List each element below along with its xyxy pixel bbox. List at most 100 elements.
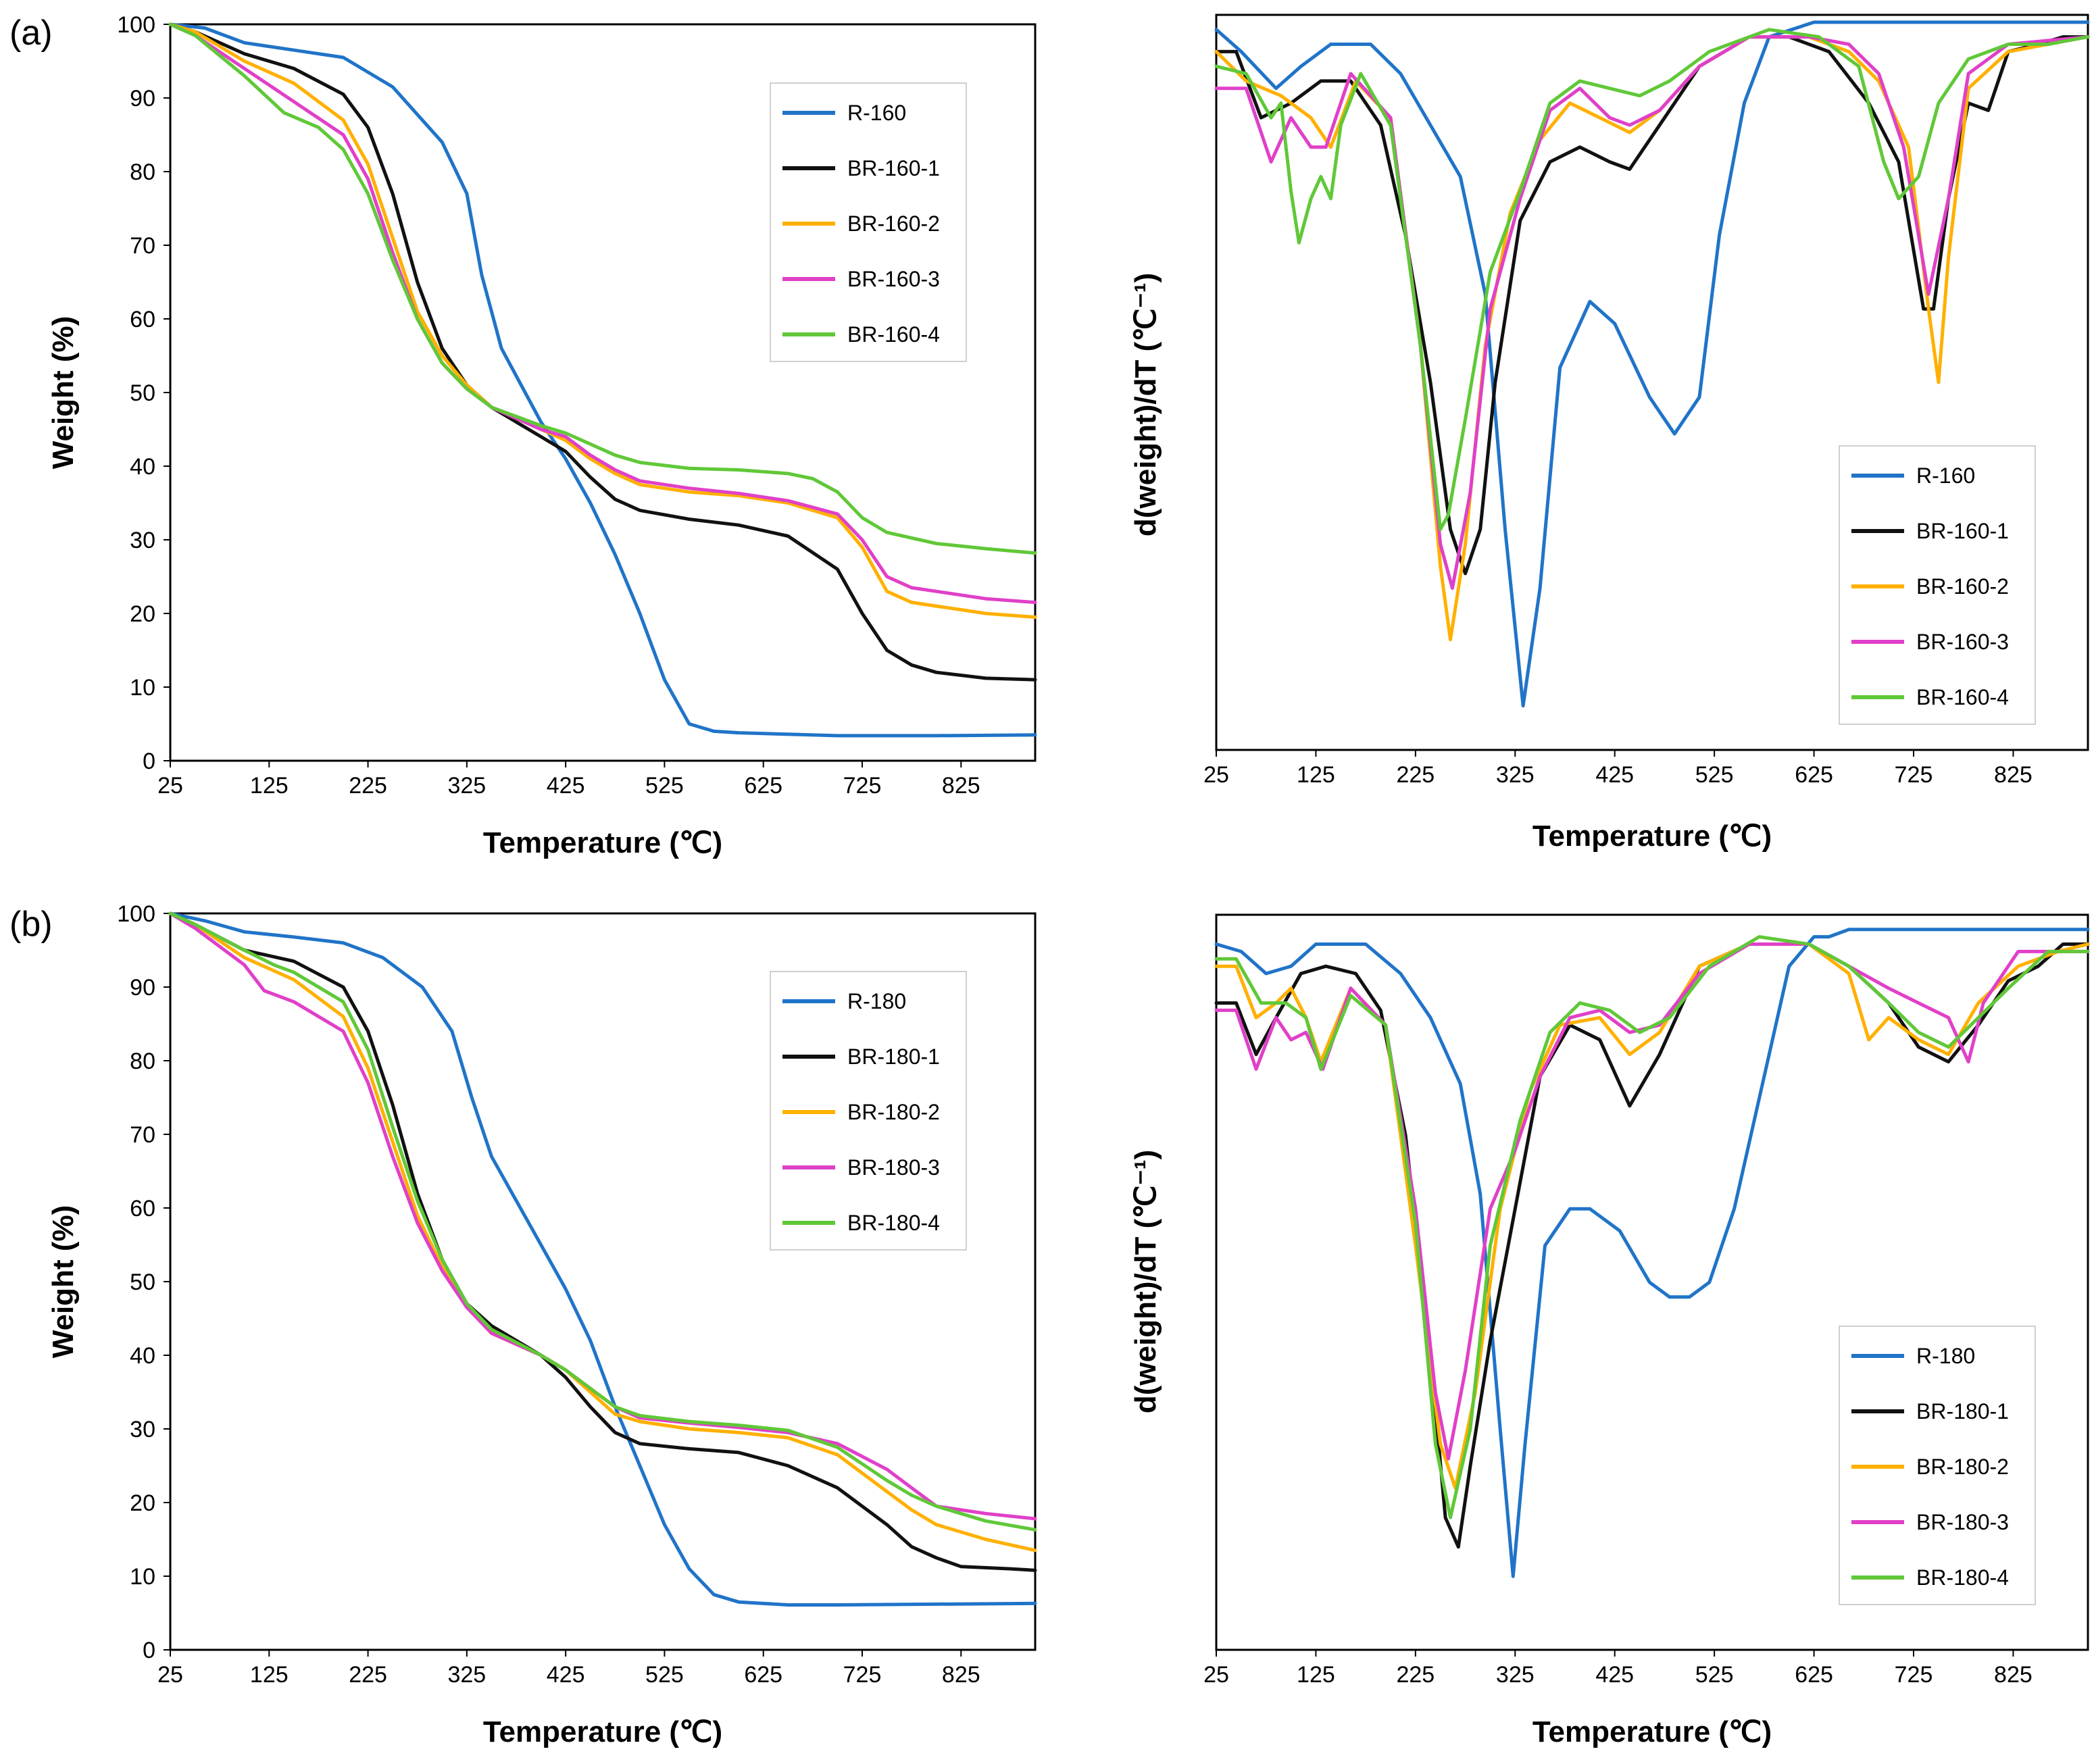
x-tick-label: 125 — [250, 773, 289, 799]
x-tick-label: 25 — [157, 1662, 183, 1688]
x-tick-label: 425 — [1595, 762, 1634, 788]
x-tick-label: 625 — [744, 773, 782, 799]
x-tick-label: 125 — [1297, 1662, 1335, 1688]
x-tick-label: 825 — [942, 1662, 980, 1688]
panel-label-a: (a) — [9, 14, 53, 53]
tg-chart-180: 25 125 225 325 425 525 625 725 825 0 10 20 30 40 50 60 7… — [47, 901, 1037, 1748]
y-tick-label: 90 — [130, 86, 155, 111]
y-tick-label: 100 — [117, 12, 155, 38]
tg-chart-160: 25 125 225 325 425 525 625 725 825 0 10 20 30 40 50 60 7… — [47, 12, 1037, 859]
series-line-r-180 — [168, 911, 1037, 1607]
legend-label: BR-180-4 — [1916, 1565, 2009, 1590]
y-tick-label: 80 — [130, 1049, 155, 1074]
series-line-br-160-2 — [168, 22, 1037, 619]
legend-label: BR-180-1 — [847, 1044, 940, 1069]
x-tick-label: 625 — [1795, 762, 1833, 788]
legend-label: BR-160-3 — [1916, 630, 2009, 654]
y-tick-label: 10 — [130, 1564, 155, 1590]
y-axis-title: d(weight)/dT (℃⁻¹) — [1129, 1150, 1162, 1413]
y-axis-title: d(weight)/dT (℃⁻¹) — [1129, 273, 1162, 536]
series-line-br-160-3 — [1214, 35, 2090, 590]
x-tick-label: 725 — [843, 1662, 882, 1688]
series-line-r-180 — [1214, 928, 2090, 1578]
x-tick-label: 125 — [1297, 762, 1335, 788]
y-tick-label: 30 — [130, 1417, 155, 1442]
legend-label: R-160 — [1916, 463, 1975, 488]
legend-label: BR-180-3 — [847, 1155, 940, 1180]
series-line-br-180-1 — [168, 911, 1037, 1572]
x-tick-label: 525 — [645, 773, 684, 799]
legend-label: BR-160-4 — [847, 322, 940, 347]
x-tick-label: 825 — [1994, 1662, 2033, 1688]
y-tick-label: 10 — [130, 675, 155, 701]
legend-label: BR-180-3 — [1916, 1510, 2009, 1534]
plot-frame — [1215, 913, 2089, 1651]
legend-label: BR-160-1 — [847, 156, 940, 180]
y-tick-label: 50 — [130, 380, 155, 406]
y-tick-label: 20 — [130, 601, 155, 627]
x-tick-label: 725 — [1895, 1662, 1933, 1688]
y-tick-label: 50 — [130, 1269, 155, 1295]
y-tick-label: 40 — [130, 1343, 155, 1369]
x-tick-label: 325 — [447, 773, 486, 799]
x-axis-title: Temperature (℃) — [1532, 820, 1772, 853]
y-tick-label: 30 — [130, 528, 155, 553]
x-tick-label: 625 — [744, 1662, 782, 1688]
series-line-br-180-4 — [168, 911, 1037, 1532]
legend-label: BR-180-4 — [847, 1211, 940, 1235]
legend-label: BR-180-2 — [847, 1100, 940, 1124]
x-tick-label: 325 — [1496, 762, 1535, 788]
x-tick-label: 525 — [645, 1662, 684, 1688]
y-tick-label: 20 — [130, 1490, 155, 1516]
panel-label-b: (b) — [9, 905, 53, 944]
y-tick-label: 80 — [130, 159, 155, 185]
legend-label: BR-160-2 — [1916, 574, 2009, 599]
legend-label: R-180 — [1916, 1344, 1975, 1368]
y-tick-label: 90 — [130, 975, 155, 1001]
y-tick-label: 70 — [130, 233, 155, 259]
x-tick-label: 25 — [1203, 762, 1229, 788]
legend-label: BR-160-3 — [847, 267, 940, 291]
legend-label: R-180 — [847, 989, 906, 1013]
x-tick-label: 25 — [1203, 1662, 1229, 1688]
y-tick-label: 60 — [130, 307, 155, 332]
x-tick-label: 725 — [1895, 762, 1933, 788]
y-axis-title: Weight (%) — [47, 1205, 80, 1359]
x-tick-label: 425 — [547, 1662, 585, 1688]
y-tick-label: 0 — [143, 749, 155, 774]
x-tick-label: 325 — [447, 1662, 486, 1688]
series-line-r-160 — [1214, 20, 2090, 708]
x-tick-label: 425 — [547, 773, 585, 799]
x-tick-label: 825 — [942, 773, 980, 799]
series-line-br-160-4 — [168, 22, 1037, 555]
series-line-br-160-1 — [1214, 35, 2090, 576]
x-tick-label: 225 — [1396, 762, 1435, 788]
x-tick-label: 625 — [1795, 1662, 1833, 1688]
series-line-br-180-3 — [1214, 942, 2090, 1461]
legend-label: R-160 — [847, 101, 906, 125]
legend-label: BR-160-4 — [1916, 685, 2009, 709]
legend-label: BR-160-1 — [1916, 519, 2009, 543]
x-tick-label: 125 — [250, 1662, 289, 1688]
series-line-r-160 — [168, 22, 1037, 738]
x-tick-label: 225 — [349, 773, 387, 799]
legend-label: BR-180-2 — [1916, 1455, 2009, 1479]
x-tick-label: 25 — [157, 773, 183, 799]
x-tick-label: 525 — [1695, 1662, 1734, 1688]
dtg-chart-180: 25 125 225 325 425 525 625 725 825 R-180 BR-180-1 B… — [1129, 913, 2090, 1748]
x-axis-title: Temperature (℃) — [483, 826, 722, 859]
x-tick-label: 325 — [1496, 1662, 1535, 1688]
x-tick-label: 725 — [843, 773, 882, 799]
y-tick-label: 60 — [130, 1196, 155, 1221]
legend-label: BR-180-1 — [1916, 1399, 2009, 1423]
series-line-br-180-4 — [1214, 935, 2090, 1519]
x-tick-label: 225 — [1396, 1662, 1435, 1688]
series-line-br-160-3 — [168, 22, 1037, 605]
x-tick-label: 825 — [1994, 762, 2033, 788]
series-line-br-160-4 — [1214, 28, 2090, 532]
y-tick-label: 40 — [130, 454, 155, 480]
y-tick-label: 0 — [143, 1638, 155, 1663]
x-axis-title: Temperature (℃) — [1532, 1715, 1772, 1748]
y-tick-label: 100 — [117, 901, 155, 927]
x-tick-label: 425 — [1595, 1662, 1634, 1688]
